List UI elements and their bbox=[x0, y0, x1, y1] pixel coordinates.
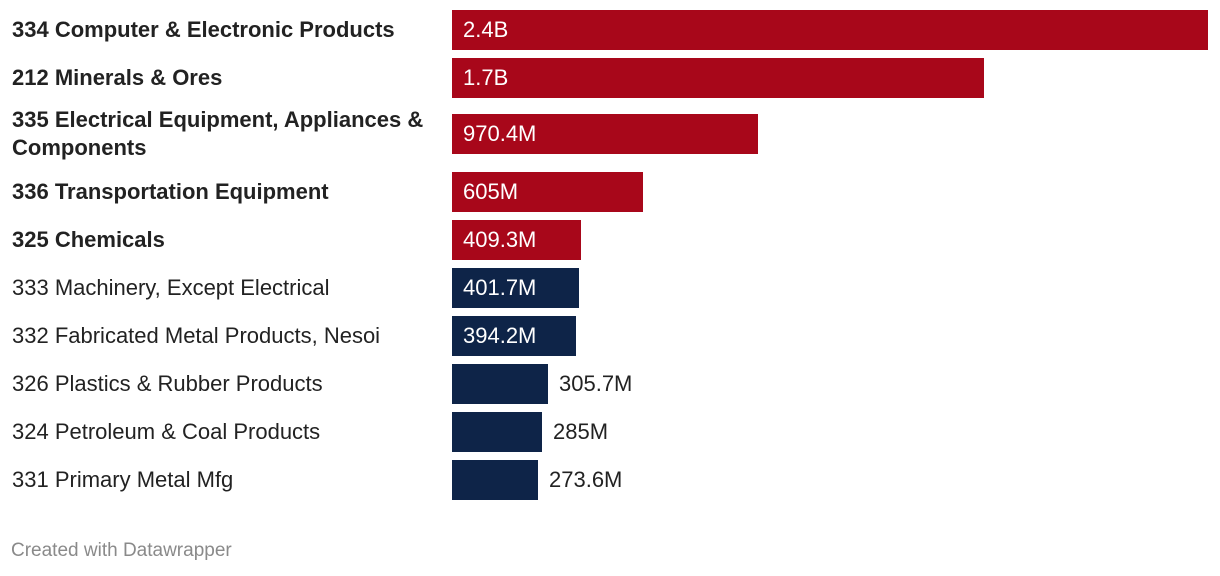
bar bbox=[452, 316, 576, 356]
bar-chart: 334 Computer & Electronic Products 2.4B 21… bbox=[0, 10, 1220, 500]
bar-row: 336 Transportation Equipment 605M bbox=[0, 172, 1220, 212]
value-label: 409.3M bbox=[463, 227, 537, 252]
category-label: 334 Computer & Electronic Products bbox=[12, 17, 395, 42]
category-label: 333 Machinery, Except Electrical bbox=[12, 275, 330, 300]
value-label: 605M bbox=[463, 179, 519, 204]
value-label: 285M bbox=[553, 419, 609, 444]
category-label: 212 Minerals & Ores bbox=[12, 65, 223, 90]
bar bbox=[452, 268, 579, 308]
bar bbox=[452, 412, 542, 452]
bar bbox=[452, 364, 548, 404]
category-label: 335 Electrical Equipment, Appliances & C… bbox=[12, 107, 424, 160]
bar bbox=[452, 10, 1208, 50]
value-label: 273.6M bbox=[549, 467, 623, 492]
bar bbox=[452, 220, 581, 260]
category-label: 336 Transportation Equipment bbox=[12, 179, 329, 204]
bar bbox=[452, 460, 538, 500]
value-label: 970.4M bbox=[463, 121, 537, 146]
value-label: 394.2M bbox=[463, 323, 537, 348]
bar bbox=[452, 172, 643, 212]
bar-row: 325 Chemicals 409.3M bbox=[0, 220, 1220, 260]
value-label: 305.7M bbox=[559, 371, 633, 396]
bar-row: 326 Plastics & Rubber Products 305.7M bbox=[0, 364, 1220, 404]
bar-row: 212 Minerals & Ores 1.7B bbox=[0, 58, 1220, 98]
bar bbox=[452, 114, 758, 154]
bar-row: 333 Machinery, Except Electrical 401.7M bbox=[0, 268, 1220, 308]
category-label: 332 Fabricated Metal Products, Nesoi bbox=[12, 323, 381, 348]
value-label: 401.7M bbox=[463, 275, 537, 300]
bar-row: 324 Petroleum & Coal Products 285M bbox=[0, 412, 1220, 452]
category-label: 331 Primary Metal Mfg bbox=[12, 467, 234, 492]
bar bbox=[452, 58, 984, 98]
category-label: 325 Chemicals bbox=[12, 227, 165, 252]
bar-row: 332 Fabricated Metal Products, Nesoi 394.… bbox=[0, 316, 1220, 356]
value-label: 1.7B bbox=[463, 65, 509, 90]
category-label: 324 Petroleum & Coal Products bbox=[12, 419, 321, 444]
bar-row: 335 Electrical Equipment, Appliances & C… bbox=[0, 107, 1220, 160]
value-label: 2.4B bbox=[463, 17, 509, 42]
category-label: 326 Plastics & Rubber Products bbox=[12, 371, 323, 396]
bar-row: 331 Primary Metal Mfg 273.6M bbox=[0, 460, 1220, 500]
datawrapper-credit: Created with Datawrapper bbox=[11, 540, 232, 561]
bar-row: 334 Computer & Electronic Products 2.4B bbox=[0, 10, 1220, 50]
